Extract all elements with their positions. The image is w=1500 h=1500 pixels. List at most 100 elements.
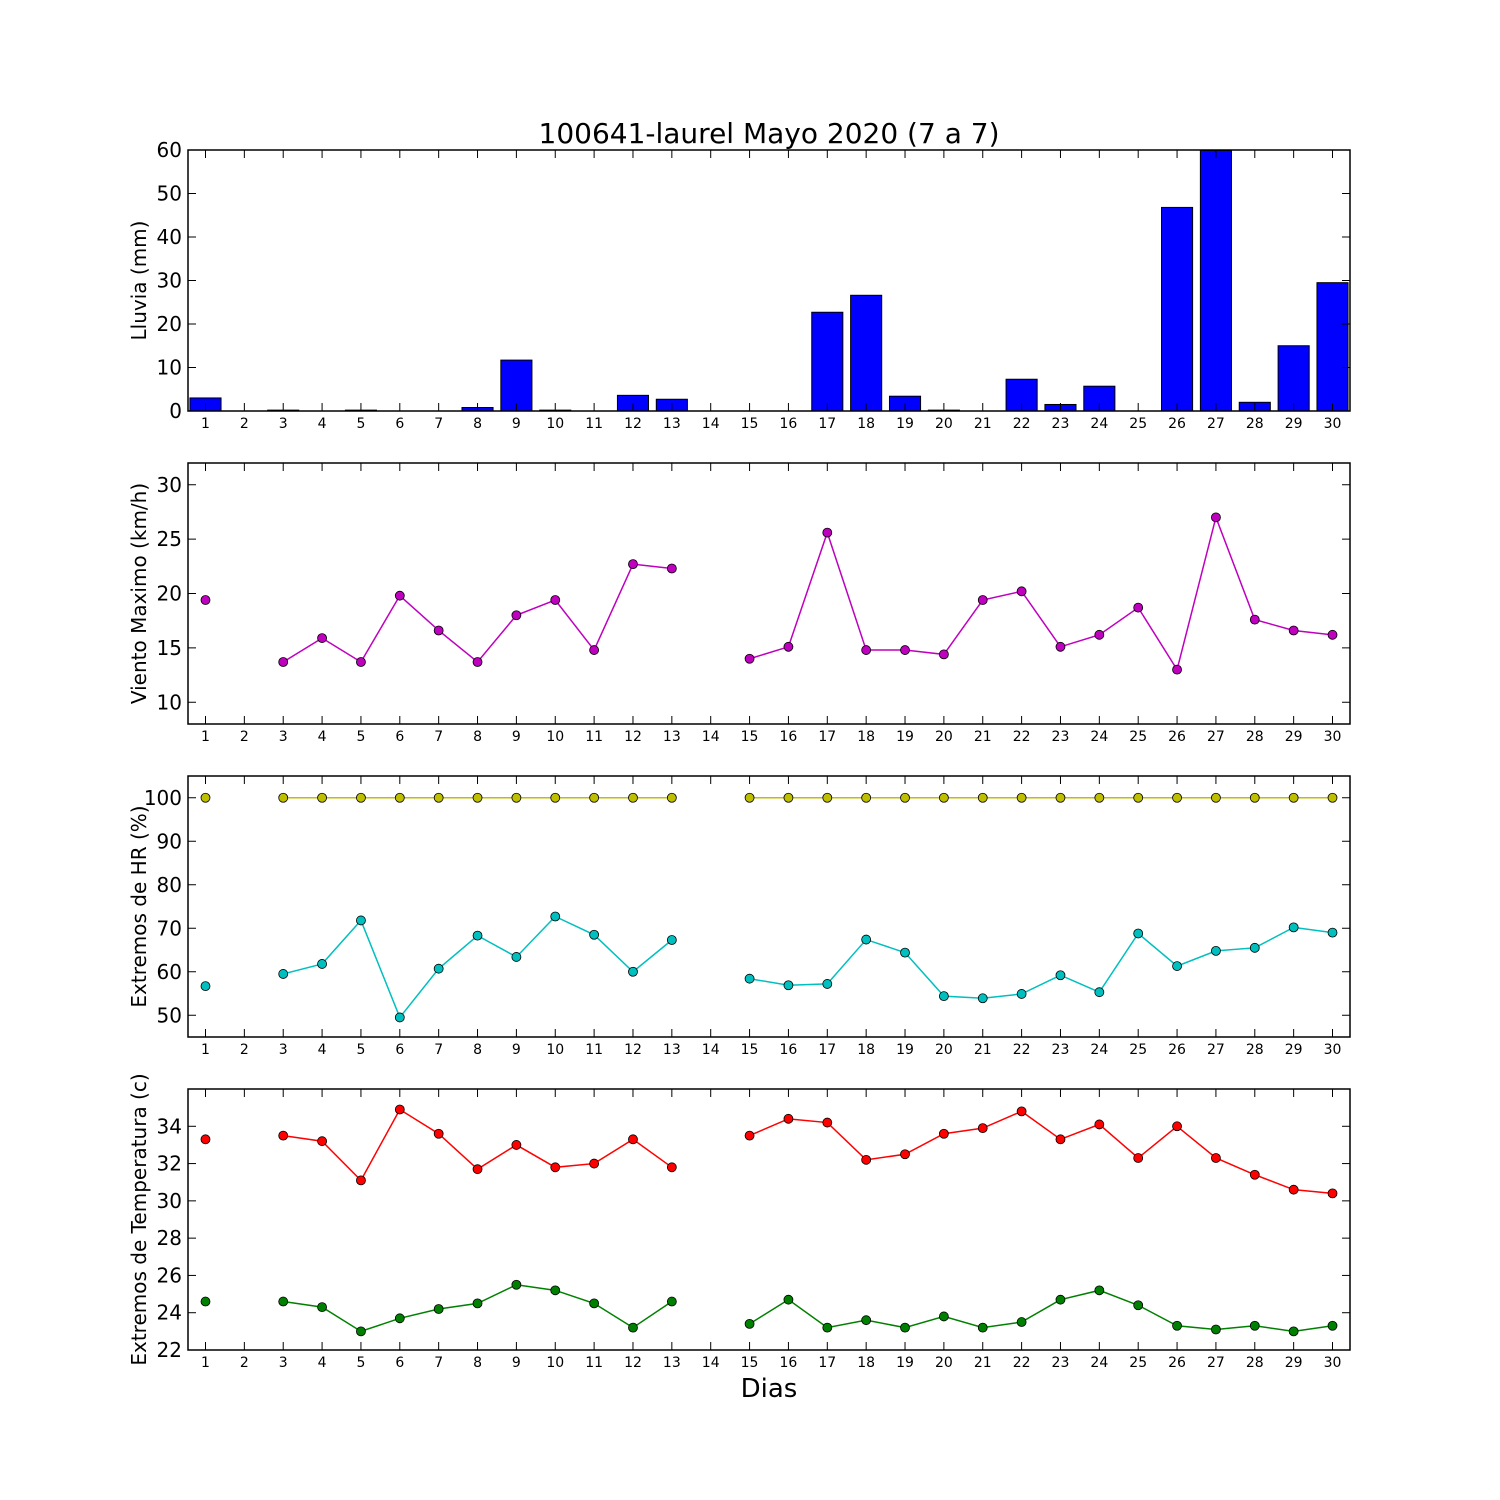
ytick-label: 20 [157,312,182,336]
ytick-label: 30 [157,473,182,497]
series-1-point-day-16 [783,1113,794,1124]
xtick-label: 9 [512,416,521,432]
xtick-label: 21 [974,1355,992,1371]
series-2-point-day-18 [861,934,872,945]
series-2-point-day-24 [1094,1285,1105,1296]
series-2-point-day-27 [1211,1324,1221,1335]
series-1-point-day-4 [317,792,327,803]
axes-frame [187,775,1351,1038]
xtick-label: 13 [663,416,681,432]
xtick-label: 10 [546,1355,564,1371]
series-1-point-day-13 [666,792,677,803]
xtick-label: 25 [1129,1355,1147,1371]
series-1-point-day-3 [278,1130,289,1141]
series-1-point-day-20 [938,1128,949,1139]
xtick-label: 17 [818,729,836,745]
series-2-point-day-15 [744,1319,755,1329]
ytick-label: 25 [157,527,182,551]
xtick-label: 26 [1168,1042,1186,1058]
plot-area [200,512,1338,675]
xtick-label: 6 [395,1042,404,1058]
xtick-label: 13 [663,1355,681,1371]
series-1-point-day-5 [356,792,366,803]
xtick-label: 18 [857,729,875,745]
series-2-point-day-26 [1172,1320,1182,1331]
xtick-label: 22 [1013,1355,1031,1371]
xtick-label: 12 [624,729,642,745]
series-1-point-day-8 [472,657,483,667]
xtick-label: 26 [1168,1355,1186,1371]
series-2-point-day-21 [977,1322,988,1333]
series-1-point-day-28 [1249,1169,1260,1180]
series-1-point-day-19 [900,792,910,803]
xtick-label: 5 [356,729,365,745]
xtick-label: 5 [356,1042,365,1058]
series-1-point-day-26 [1172,664,1182,675]
plot-area [200,792,1338,1023]
xtick-label: 30 [1324,729,1342,745]
series-1-point-day-19 [900,1149,910,1160]
ytick-label: 20 [157,582,182,606]
series-2-point-day-30 [1327,927,1338,938]
series-1-point-day-11 [589,645,600,655]
xtick-label: 2 [240,1355,249,1371]
xtick-label: 18 [857,416,875,432]
xtick-label: 7 [434,1042,443,1058]
xtick-label: 13 [663,1042,681,1058]
xtick-label: 28 [1246,729,1264,745]
series-2-point-day-25 [1133,928,1144,939]
bar-day-26 [1161,206,1194,411]
xtick-label: 19 [896,1042,914,1058]
xtick-label: 25 [1129,729,1147,745]
xtick-label: 7 [434,1355,443,1371]
axes-frame [187,1088,1351,1351]
series-2-point-day-24 [1094,987,1105,998]
xtick-label: 18 [857,1355,875,1371]
series-2-point-day-9 [511,1279,522,1290]
y-axis-label: Viento Maximo (km/h) [127,483,151,704]
xtick-label: 28 [1246,416,1264,432]
series-2-point-day-21 [977,993,988,1004]
series-2-point-day-13 [666,935,677,945]
series-2-point-day-3 [278,1296,289,1307]
series-2-point-day-22 [1016,989,1027,999]
xtick-label: 3 [279,1355,288,1371]
series-2-point-day-23 [1055,970,1066,981]
series-1-point-day-23 [1055,641,1066,652]
xtick-label: 16 [780,729,798,745]
xtick-label: 30 [1324,416,1342,432]
xtick-label: 27 [1207,416,1225,432]
series-1-point-day-1 [200,1134,211,1145]
ytick-label: 22 [157,1338,182,1362]
series-1-point-day-24 [1094,792,1105,803]
series-2-point-day-28 [1249,942,1260,953]
xtick-label: 14 [702,729,720,745]
series-1-line [749,514,1333,672]
xtick-label: 2 [240,1042,249,1058]
xtick-label: 10 [546,1042,564,1058]
series-1-point-day-6 [394,590,405,601]
xtick-label: 12 [624,1042,642,1058]
series-1-point-day-13 [666,563,677,574]
series-1-point-day-18 [861,645,872,655]
series-2-point-day-1 [200,1296,211,1307]
series-1-point-day-10 [550,792,561,803]
series-1-point-day-16 [783,792,794,803]
series-2-point-day-27 [1211,945,1221,956]
xtick-label: 25 [1129,416,1147,432]
xtick-label: 19 [896,729,914,745]
xtick-label: 9 [512,1355,521,1371]
series-1-point-day-25 [1133,602,1144,613]
y-axis-label: Lluvia (mm) [127,221,151,341]
series-1-point-day-6 [394,1104,405,1115]
series-2-point-day-13 [666,1296,677,1307]
series-1-point-day-22 [1016,1106,1027,1117]
series-1-point-day-30 [1327,1188,1338,1199]
series-1-point-day-8 [472,792,483,803]
xtick-label: 3 [279,416,288,432]
series-2-point-day-25 [1133,1300,1144,1311]
series-1-point-day-13 [666,1162,677,1173]
